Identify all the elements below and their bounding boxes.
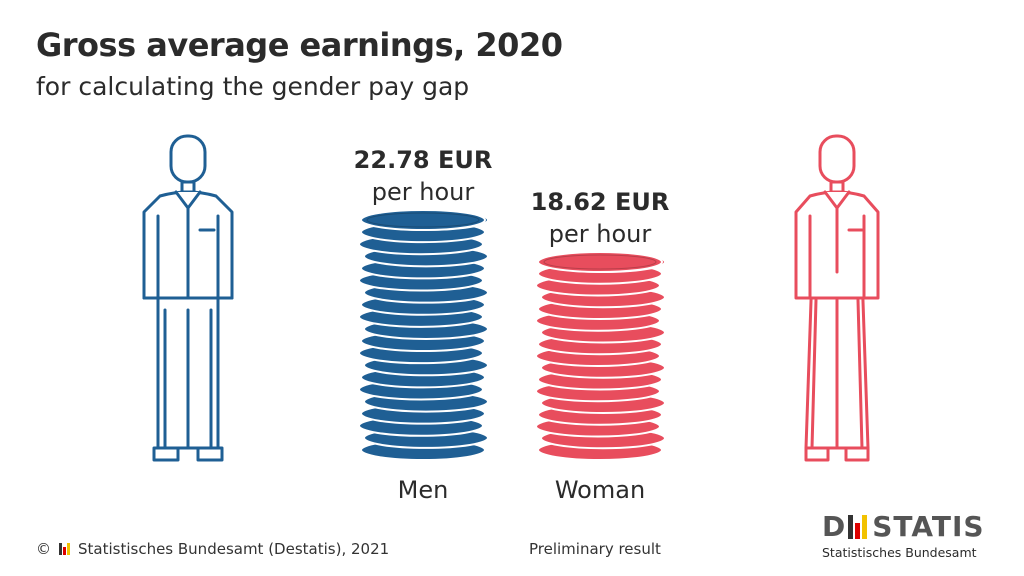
- logo-bars-icon: [848, 514, 869, 539]
- logo-subtitle: Statistisches Bundesamt: [822, 545, 977, 560]
- man-figure-icon: [142, 134, 234, 462]
- value-label-men: 22.78 EUR: [354, 146, 493, 174]
- preliminary-note: Preliminary result: [529, 540, 661, 558]
- bar-woman: [535, 251, 666, 461]
- footer-source: © Statistisches Bundesamt (Destatis), 20…: [36, 540, 389, 558]
- copyright-symbol: ©: [36, 540, 51, 558]
- unit-label-woman: per hour: [549, 220, 652, 248]
- woman-figure-icon: [794, 134, 880, 462]
- destatis-logo: D STATIS Statistisches Bundesamt: [822, 510, 992, 560]
- value-label-woman: 18.62 EUR: [531, 188, 670, 216]
- category-label-men: Men: [398, 476, 449, 504]
- chart-title: Gross average earnings, 2020: [36, 26, 563, 64]
- coin-stacks: 22.78 EUR per hour Men 18.62 EUR per hour Wom…: [354, 146, 670, 504]
- destatis-flag-icon: [59, 543, 71, 555]
- logo-text-d: D: [822, 510, 847, 543]
- chart-subtitle: for calculating the gender pay gap: [36, 72, 470, 101]
- source-text: Statistisches Bundesamt (Destatis), 2021: [78, 540, 390, 558]
- logo-text-statis: STATIS: [872, 510, 985, 543]
- unit-label-men: per hour: [372, 178, 475, 206]
- bar-men: [358, 209, 489, 461]
- category-label-woman: Woman: [555, 476, 645, 504]
